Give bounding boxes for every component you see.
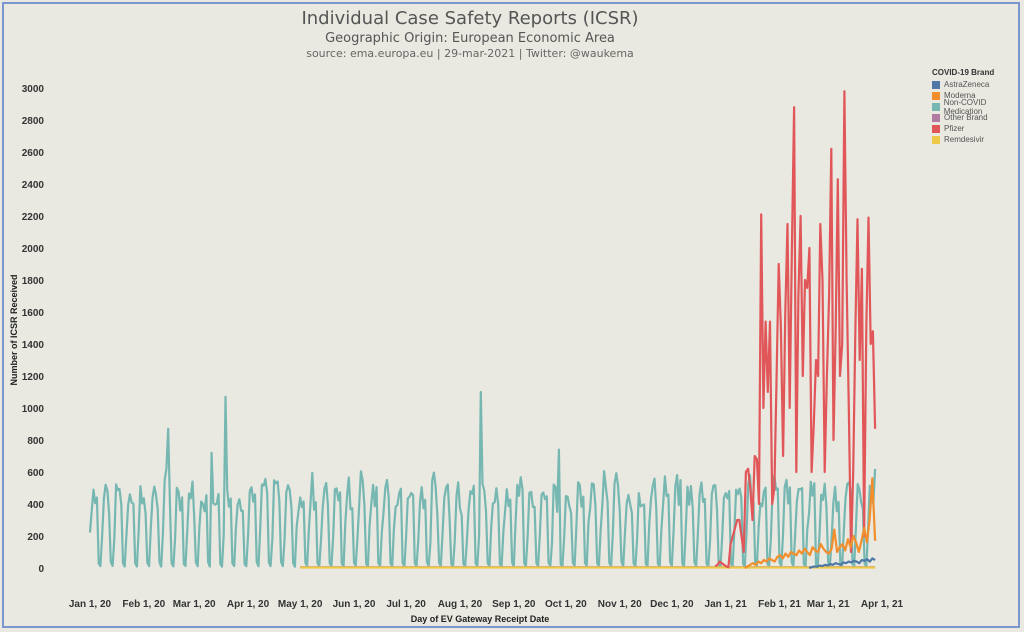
x-tick-label: Mar 1, 21	[807, 599, 850, 610]
y-tick-label: 600	[27, 468, 44, 479]
legend-label: Remdesivir	[944, 135, 985, 144]
legend-item[interactable]: Pfizer	[932, 123, 1024, 134]
legend-label: Non-COVID Medication	[943, 97, 987, 116]
y-tick-label: 800	[27, 436, 44, 447]
series-line-pfizer	[714, 90, 877, 569]
legend-swatch	[932, 80, 940, 89]
x-tick-label: Jan 1, 20	[69, 599, 112, 610]
y-tick-label: 2400	[22, 180, 45, 191]
y-axis-label: Number of ICSR Received	[9, 274, 19, 385]
y-tick-label: 1000	[22, 404, 45, 415]
legend: COVID-19 Brand AstraZeneca Moderna Non-COV…	[932, 68, 1024, 145]
x-tick-label: Sep 1, 20	[492, 599, 536, 610]
y-tick-label: 400	[27, 500, 44, 511]
x-tick-label: May 1, 20	[278, 599, 323, 610]
legend-label: Pfizer	[944, 124, 965, 133]
x-axis-label: Day of EV Gateway Receipt Date	[411, 614, 550, 624]
x-tick-label: Jun 1, 20	[333, 599, 376, 610]
y-tick-label: 2200	[22, 212, 45, 223]
legend-item[interactable]: AstraZeneca	[932, 79, 1024, 90]
series-line-astrazeneca	[808, 557, 876, 570]
x-tick-label: Dec 1, 20	[650, 599, 694, 610]
legend-swatch	[932, 91, 940, 100]
y-tick-label: 3000	[22, 84, 45, 95]
y-tick-label: 1200	[22, 372, 45, 383]
x-tick-label: Jan 1, 21	[705, 599, 748, 610]
x-tick-label: Feb 1, 20	[122, 599, 165, 610]
x-tick-label: Oct 1, 20	[545, 599, 587, 610]
x-tick-label: Feb 1, 21	[758, 599, 801, 610]
legend-swatch	[932, 113, 940, 122]
x-tick-label: Jul 1, 20	[386, 599, 426, 610]
legend-item[interactable]: Other Brand	[932, 112, 1024, 123]
y-tick-label: 2000	[22, 244, 45, 255]
legend-label: Other Brand	[944, 113, 988, 122]
x-tick-label: Nov 1, 20	[598, 599, 642, 610]
y-tick-label: 200	[27, 532, 44, 543]
x-tick-label: Apr 1, 21	[861, 599, 904, 610]
y-tick-label: 1600	[22, 308, 45, 319]
chart-source: source: ema.europa.eu | 29-mar-2021 | Tw…	[306, 47, 634, 60]
x-tick-label: Aug 1, 20	[438, 599, 483, 610]
legend-item[interactable]: Non-COVID Medication	[932, 98, 1024, 116]
chart-title: Individual Case Safety Reports (ICSR)	[301, 8, 639, 29]
legend-item[interactable]: Moderna	[932, 90, 1024, 101]
series-line-moderna	[744, 477, 877, 569]
y-tick-label: 1400	[22, 340, 45, 351]
legend-swatch	[932, 102, 940, 111]
y-tick-label: 0	[38, 564, 44, 575]
x-tick-label: Mar 1, 20	[173, 599, 216, 610]
legend-swatch	[932, 135, 940, 144]
legend-title: COVID-19 Brand	[932, 68, 995, 77]
y-tick-label: 1800	[22, 276, 45, 287]
legend-item[interactable]: Remdesivir	[932, 134, 1024, 145]
y-tick-label: 2600	[22, 148, 45, 159]
y-tick-label: 2800	[22, 116, 45, 127]
x-tick-label: Apr 1, 20	[227, 599, 270, 610]
legend-label: AstraZeneca	[944, 80, 990, 89]
chart-subtitle: Geographic Origin: European Economic Are…	[325, 31, 615, 46]
series-line-non-covid-medication	[88, 390, 877, 568]
legend-label: Moderna	[944, 91, 976, 100]
legend-swatch	[932, 124, 940, 133]
